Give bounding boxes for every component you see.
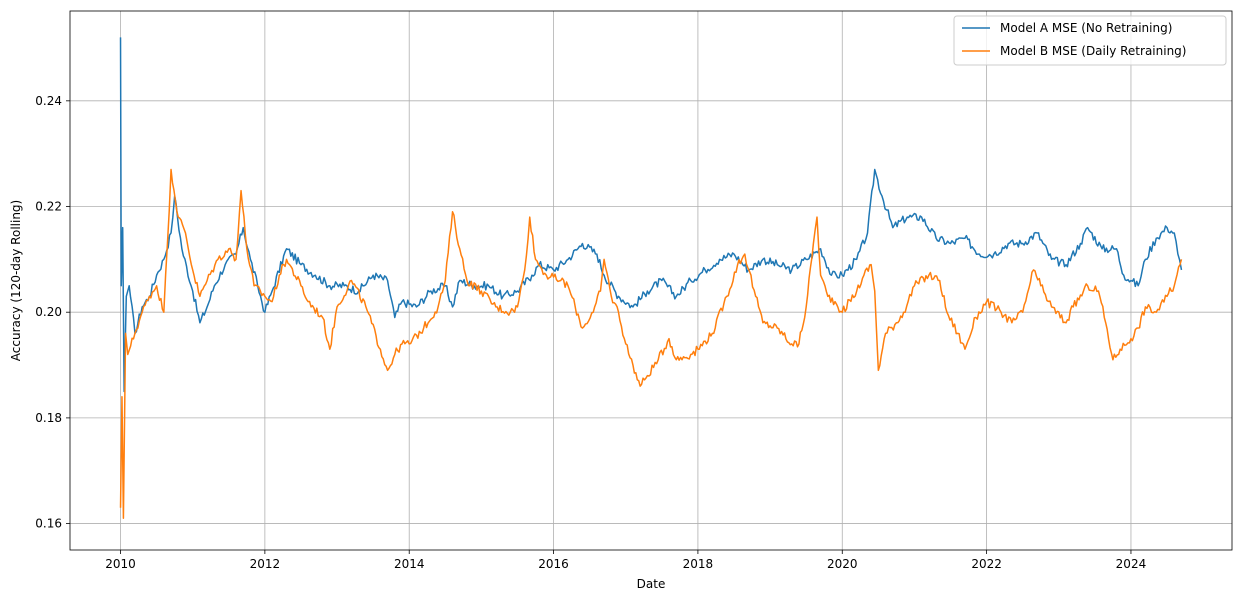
x-axis-label: Date <box>637 577 666 591</box>
legend: Model A MSE (No Retraining) Model B MSE … <box>953 15 1227 66</box>
series-line-model-b <box>119 168 1183 520</box>
x-tick-label: 2012 <box>250 557 281 571</box>
legend-label-model-b: Model B MSE (Daily Retraining) <box>1000 44 1186 58</box>
x-tick-label: 2024 <box>1116 557 1147 571</box>
series-line-model-a <box>119 37 1183 393</box>
x-tick-label: 2020 <box>827 557 858 571</box>
y-tick-label: 0.24 <box>35 94 62 108</box>
x-tick-label: 2010 <box>105 557 136 571</box>
y-tick-label: 0.22 <box>35 200 62 214</box>
y-tick-label: 0.16 <box>35 517 62 531</box>
y-tick-label: 0.20 <box>35 305 62 319</box>
x-tick-label: 2022 <box>971 557 1002 571</box>
y-axis-label: Accuracy (120-day Rolling) <box>9 200 23 361</box>
legend-box <box>953 15 1227 66</box>
series-lines <box>119 37 1183 520</box>
x-tick-label: 2014 <box>394 557 425 571</box>
x-tick-label: 2018 <box>683 557 714 571</box>
plot-frame <box>69 10 1233 551</box>
x-tick-label: 2016 <box>538 557 569 571</box>
y-tick-label: 0.18 <box>35 411 62 425</box>
axis-ticks: 2010 2012 2014 2016 2018 2020 2022 2024 0.16 0.18… <box>35 94 1146 571</box>
grid <box>70 11 1232 550</box>
legend-label-model-a: Model A MSE (No Retraining) <box>1000 21 1172 35</box>
